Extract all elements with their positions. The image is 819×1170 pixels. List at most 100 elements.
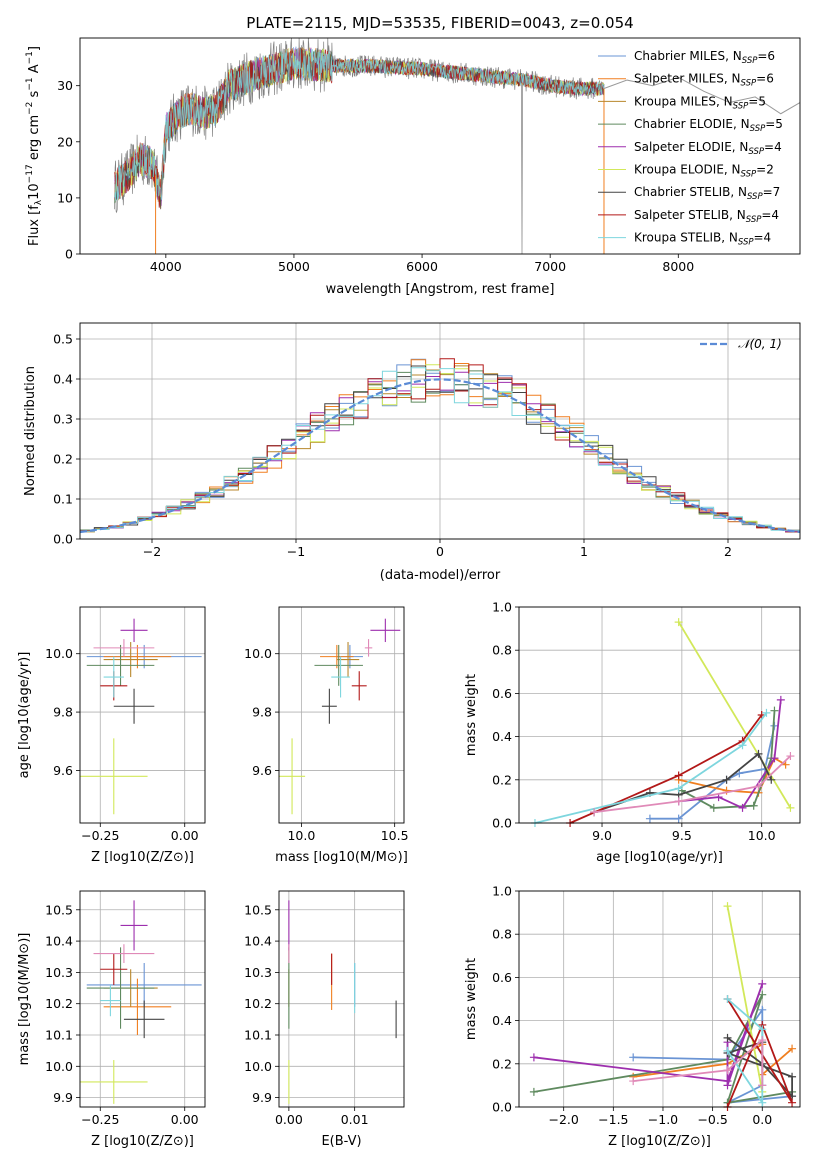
plus-marker xyxy=(629,1077,638,1086)
y-tick-label: 0.3 xyxy=(53,412,73,427)
plus-marker xyxy=(754,782,763,791)
y-axis-label: mass [log10(M/M⊙)] xyxy=(17,933,32,1066)
histogram-steps xyxy=(80,358,800,532)
plus-marker xyxy=(776,695,785,704)
y-tick-label: 9.8 xyxy=(252,705,272,720)
legend-subscript: SSP xyxy=(741,79,757,89)
y-tick-label: 9.9 xyxy=(252,1090,272,1105)
x-tick-label: 0.0 xyxy=(752,1112,772,1127)
y-label-part: −17 xyxy=(25,164,35,183)
y-tick-label: 0 xyxy=(65,247,73,262)
mass-vs-metallicity-panel: −0.25 0.00 9.9 10.0 10.1 10.2 10.3 10.4 10.5 Z [l… xyxy=(17,890,206,1149)
legend-series-name: Chabrier STELIB, N xyxy=(634,185,747,199)
plus-marker xyxy=(529,1087,538,1096)
y-tick-label: 0.2 xyxy=(492,1056,512,1071)
plus-marker xyxy=(770,706,779,715)
legend-subscript: SSP xyxy=(750,124,766,134)
plus-marker xyxy=(788,1098,797,1107)
legend-subscript: SSP xyxy=(746,215,762,225)
x-tick-label: 9.0 xyxy=(592,828,612,843)
plus-marker xyxy=(629,1053,638,1062)
plus-marker xyxy=(722,786,731,795)
plus-marker xyxy=(645,814,654,823)
plot-frame xyxy=(518,890,801,1108)
x-tick-label: 0.00 xyxy=(171,828,199,843)
plus-marker xyxy=(758,1081,767,1090)
y-tick-label: 10.5 xyxy=(45,902,73,917)
y-axis-label: age [log10(age/yr)] xyxy=(17,652,32,779)
plus-marker xyxy=(762,708,771,717)
age-vs-metallicity-panel: −0.25 0.00 9.6 9.8 10.0 Z [log10(Z/Z⊙)] age [l… xyxy=(17,606,206,865)
legend-nssp: =5 xyxy=(765,117,783,131)
y-tick-label: 10.0 xyxy=(45,646,73,661)
y-label-part: 10 xyxy=(27,183,42,200)
plus-marker xyxy=(770,754,779,763)
mass-weight-line xyxy=(569,714,763,824)
spectrum-panel: 4000 5000 6000 7000 8000 0 10 20 30 wavelength [A… xyxy=(25,37,801,297)
plus-marker xyxy=(749,801,758,810)
residual-histogram-panel: −2 −1 0 1 2 0.0 0.1 0.2 0.3 0.4 0.5 (data-model)/er… xyxy=(23,322,801,583)
y-tick-label: 30 xyxy=(57,78,73,93)
x-tick-label: 0.00 xyxy=(275,1112,303,1127)
plus-marker xyxy=(674,784,683,793)
y-tick-label: 0.4 xyxy=(492,1013,512,1028)
y-tick-label: 10.0 xyxy=(45,1059,73,1074)
y-tick-label: 0.2 xyxy=(53,452,73,467)
legend-series-name: Kroupa STELIB, N xyxy=(634,231,738,245)
y-tick-label: 10.0 xyxy=(244,1059,272,1074)
plus-marker xyxy=(738,741,747,750)
x-tick-label: 5000 xyxy=(278,259,310,274)
plus-marker xyxy=(723,995,732,1003)
mass-weight-line xyxy=(633,1038,764,1086)
x-tick-label: −0.25 xyxy=(81,1112,119,1127)
x-tick-label: 9.5 xyxy=(672,828,692,843)
legend-label: Chabrier ELODIE, NSSP=5 xyxy=(634,117,783,134)
x-axis-label: wavelength [Angstrom, rest frame] xyxy=(326,282,555,297)
plot-frame xyxy=(278,890,405,1108)
plus-marker xyxy=(674,771,683,780)
y-axis-label: Flux [fλ10−17 erg cm−2 s−1 A−1] xyxy=(25,46,44,246)
y-tick-label: 9.9 xyxy=(53,1090,73,1105)
y-tick-label: 10.1 xyxy=(244,1028,272,1043)
plus-marker xyxy=(758,1025,767,1034)
x-tick-label: 6000 xyxy=(406,259,438,274)
y-label-part: s xyxy=(27,90,42,101)
legend-subscript: SSP xyxy=(747,192,763,202)
y-tick-label: 0.0 xyxy=(492,816,512,831)
x-tick-label: 10.0 xyxy=(287,828,315,843)
x-axis-label: Z [log10(Z/Z⊙)] xyxy=(91,850,194,865)
plus-marker xyxy=(754,749,763,758)
model-extension-line xyxy=(603,76,801,115)
y-tick-label: 0.6 xyxy=(492,686,512,701)
x-axis-label: age [log10(age/yr)] xyxy=(596,850,723,865)
legend-subscript: SSP xyxy=(738,238,754,248)
y-tick-label: 0.5 xyxy=(53,332,73,347)
y-label-part: erg cm xyxy=(27,115,42,164)
y-label-part: A xyxy=(27,64,42,77)
plus-marker xyxy=(758,1036,767,1045)
y-tick-label: 0.1 xyxy=(53,492,73,507)
y-tick-label: 10.0 xyxy=(244,646,272,661)
plus-marker xyxy=(723,1033,732,1042)
plus-marker xyxy=(674,797,683,806)
legend-series-name: Salpeter MILES, N xyxy=(634,72,741,86)
legend-label: Kroupa STELIB, NSSP=4 xyxy=(634,231,771,248)
normal-curve xyxy=(79,378,801,534)
y-tick-label: 10.4 xyxy=(244,934,272,949)
legend-series-name: Chabrier MILES, N xyxy=(634,49,742,63)
plus-marker xyxy=(788,1044,797,1053)
y-axis-label: mass weight xyxy=(464,674,479,756)
y-tick-label: 0.4 xyxy=(53,372,73,387)
x-axis-label: Z [log10(Z/Z⊙)] xyxy=(91,1134,194,1149)
plot-frame xyxy=(79,606,206,824)
plus-marker xyxy=(590,808,599,817)
legend-series-name: Kroupa ELODIE, N xyxy=(634,163,741,177)
plus-marker xyxy=(723,1066,732,1075)
mass-weight-line xyxy=(724,1037,793,1099)
age-vs-mass-panel: 10.0 10.5 9.6 9.8 10.0 mass [log10(M/M⊙)] xyxy=(244,606,409,865)
y-tick-label: 10.3 xyxy=(244,965,272,980)
legend-label: Chabrier MILES, NSSP=6 xyxy=(634,49,775,66)
y-tick-label: 10.3 xyxy=(45,965,73,980)
x-axis-label: Z [log10(Z/Z⊙)] xyxy=(608,1134,711,1149)
y-tick-label: 0.6 xyxy=(492,970,512,985)
